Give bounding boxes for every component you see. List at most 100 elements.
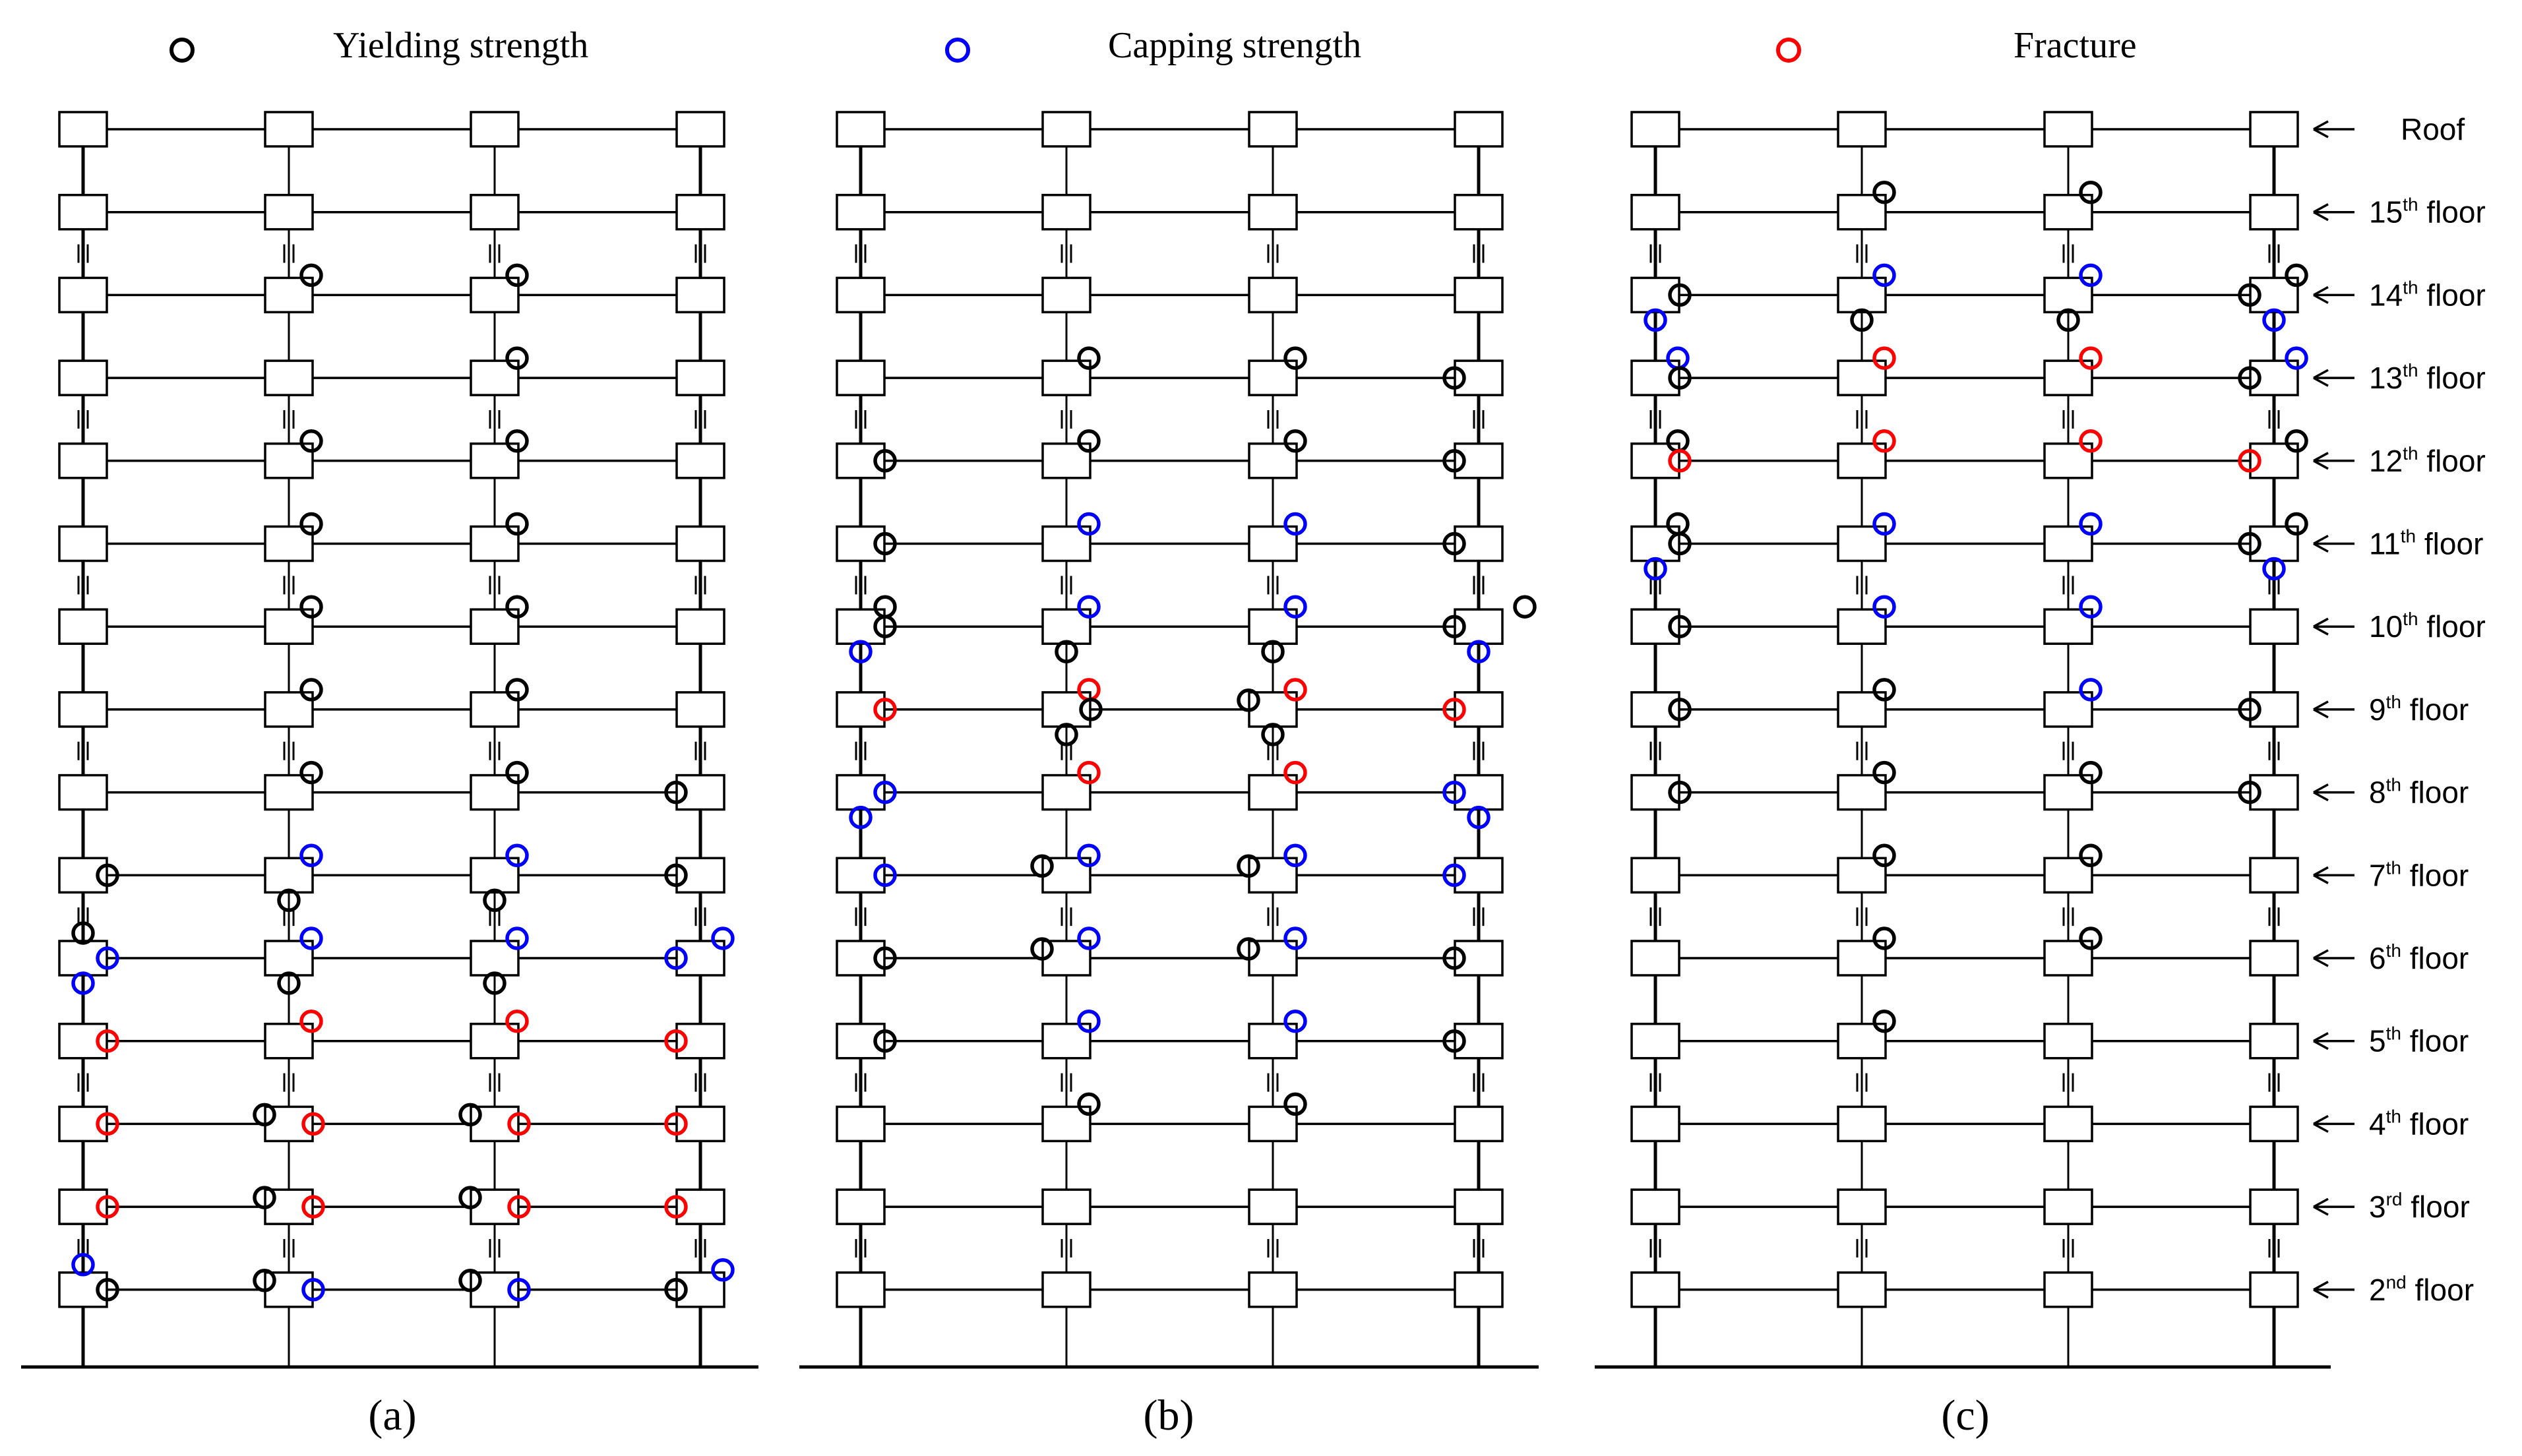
joint-panel [264, 359, 314, 396]
joint-panel [1248, 1271, 1298, 1308]
yield-hinge [1283, 346, 1307, 370]
fracture-hinge [507, 1112, 531, 1136]
capping-hinge [1077, 843, 1101, 868]
legend-yield-label: Yielding strength [333, 25, 588, 66]
yield-hinge [1030, 854, 1054, 878]
yield-hinge [1030, 937, 1054, 961]
fracture-hinge [664, 1029, 688, 1053]
capping-hinge [1467, 640, 1491, 663]
fracture-hinge [1283, 760, 1307, 785]
joint-panel [1837, 1271, 1887, 1308]
yield-hinge [2079, 843, 2103, 868]
joint-panel [1454, 1188, 1504, 1225]
yield-hinge [664, 863, 688, 888]
yield-hinge [2285, 429, 2308, 453]
yield-hinge [2079, 760, 2103, 785]
yield-hinge [299, 678, 323, 702]
joint-panel [2043, 1188, 2093, 1225]
joint-panel [675, 1022, 725, 1060]
joint-panel [675, 525, 725, 562]
joint-panel [2249, 111, 2299, 148]
joint-panel [58, 940, 108, 977]
joint-panel [675, 940, 725, 977]
joint-panel [836, 774, 886, 811]
joint-panel [1248, 193, 1298, 231]
yield-hinge [96, 1278, 119, 1302]
joint-panel [58, 608, 108, 645]
yield-hinge [873, 595, 897, 619]
yield-hinge [664, 1278, 688, 1302]
capping-hinge [1077, 595, 1101, 619]
joint-panel [1041, 1271, 1092, 1308]
joint-panel [58, 276, 108, 314]
joint-panel [675, 691, 725, 728]
yield-hinge [1850, 308, 1874, 332]
yield-hinge [1237, 854, 1260, 878]
arrowhead-icon [2313, 617, 2329, 636]
joint-panel [1454, 525, 1504, 562]
joint-panel [58, 359, 108, 396]
floor-label-row: 9th floor [2313, 692, 2469, 727]
floor-label-row: 3rd floor [2313, 1189, 2470, 1224]
fracture-hinge [507, 1195, 531, 1219]
arrowhead-icon [2313, 1114, 2329, 1133]
legend-yield-marker [169, 38, 195, 63]
capping-hinge [1644, 308, 1667, 332]
yield-hinge [1055, 640, 1078, 663]
floor-label: 10th floor [2369, 609, 2486, 644]
joint-panel [1454, 193, 1504, 231]
floor-label-row: 2nd floor [2313, 1272, 2474, 1307]
joint-panel [1041, 111, 1092, 148]
capping-hinge [2079, 678, 2103, 702]
joint-panel [2043, 111, 2093, 148]
joint-panel [470, 857, 520, 894]
yield-hinge [505, 512, 529, 536]
joint-panel [58, 111, 108, 148]
yield-hinge [1872, 180, 1896, 204]
capping-hinge [505, 926, 529, 950]
joint-panel [1041, 1188, 1092, 1225]
caption-b: (b) [1144, 1391, 1194, 1440]
joint-panel [1837, 1105, 1887, 1143]
joint-panel [264, 525, 314, 562]
joint-panel [58, 774, 108, 811]
yield-hinge [1442, 946, 1466, 970]
arrowhead-icon [2313, 949, 2329, 967]
joint-panel [1041, 276, 1092, 314]
joint-panel [2249, 1271, 2299, 1308]
joint-panel [1837, 111, 1887, 148]
legend-capping-label: Capping strength [1108, 25, 1361, 66]
floor-label-row: 14th floor [2313, 277, 2486, 312]
yield-hinge [2238, 698, 2261, 721]
arrowhead-icon [2313, 783, 2329, 802]
yield-hinge [1872, 678, 1896, 702]
joint-panel [1248, 1188, 1298, 1225]
floor-label: Roof [2401, 112, 2465, 146]
yield-hinge [1283, 429, 1307, 453]
floor-label: 12th floor [2369, 443, 2486, 478]
joint-panel [2043, 1022, 2093, 1060]
joint-panel [1630, 1022, 1680, 1060]
capping-hinge [1283, 926, 1307, 950]
joint-panel [58, 1105, 108, 1143]
yield-hinge [2056, 308, 2080, 332]
fracture-hinge [96, 1029, 119, 1053]
yield-hinge [277, 971, 301, 995]
yield-hinge [664, 780, 688, 804]
capping-hinge [2262, 557, 2286, 581]
yield-hinge [505, 346, 529, 370]
capping-hinge [1283, 512, 1307, 536]
joint-panel [836, 1105, 886, 1143]
joint-panel [1630, 691, 1680, 728]
fracture-hinge [2079, 346, 2103, 370]
joint-panel [2249, 1188, 2299, 1225]
yield-hinge [1668, 283, 1692, 307]
capping-hinge [2262, 308, 2286, 332]
yield-hinge [253, 1103, 276, 1127]
yield-hinge [1668, 698, 1692, 721]
capping-hinge [849, 640, 873, 663]
capping-hinge [1077, 926, 1101, 950]
joint-panel [836, 111, 886, 148]
yield-hinge [505, 760, 529, 785]
capping-hinge [507, 1278, 531, 1302]
